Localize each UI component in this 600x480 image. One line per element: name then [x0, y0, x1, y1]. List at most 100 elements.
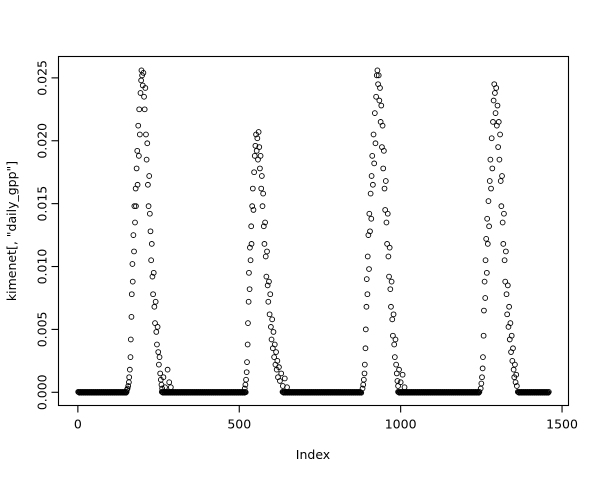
data-point: [153, 329, 160, 335]
data-point: [486, 178, 493, 184]
data-point: [374, 67, 381, 74]
y-axis-title: kimenet[, "daily_gpp"]: [4, 161, 19, 301]
x-tick-label: 1000: [385, 417, 417, 432]
data-point: [506, 303, 512, 310]
data-point: [258, 185, 265, 192]
data-point: [386, 244, 393, 251]
data-point: [485, 198, 492, 204]
data-point: [143, 131, 149, 138]
data-point: [247, 257, 254, 264]
data-point: [399, 371, 406, 378]
x-axis-ticks: 0 500 1000 1500: [74, 405, 578, 432]
data-point: [382, 178, 389, 184]
data-point: [388, 303, 394, 310]
data-point: [478, 380, 485, 387]
data-point: [137, 90, 144, 96]
data-point: [142, 85, 149, 91]
data-point: [380, 165, 387, 172]
data-point: [364, 291, 371, 298]
data-point: [508, 332, 515, 339]
data-point: [501, 210, 507, 217]
data-point: [152, 320, 158, 326]
data-point: [147, 228, 154, 235]
data-point: [375, 72, 382, 79]
data-point: [276, 364, 282, 370]
data-point: [373, 93, 379, 100]
data-point: [148, 257, 154, 264]
data-point: [242, 389, 249, 396]
data-point: [155, 349, 162, 355]
data-point: [381, 185, 388, 192]
data-point: [250, 207, 257, 213]
data-point: [262, 253, 269, 260]
data-point: [391, 341, 398, 348]
data-point: [138, 77, 144, 84]
y-tick-label: 0.000: [35, 374, 50, 410]
data-point: [509, 358, 516, 364]
data-point: [136, 106, 143, 113]
x-tick-label: 500: [227, 417, 251, 432]
data-point: [270, 329, 277, 335]
data-point: [148, 241, 155, 247]
data-point: [252, 142, 259, 149]
data-point: [156, 354, 163, 360]
data-point: [131, 248, 137, 255]
data-point: [274, 358, 281, 364]
data-point: [246, 269, 252, 276]
data-point: [167, 384, 174, 391]
data-point: [364, 253, 371, 260]
data-point: [367, 190, 374, 197]
data-point: [266, 311, 273, 318]
data-point: [241, 385, 248, 392]
data-point: [261, 241, 268, 247]
data-point: [160, 374, 167, 381]
data-point: [263, 273, 270, 280]
data-point: [492, 90, 498, 96]
y-tick-label: 0.015: [35, 186, 50, 222]
data-point: [479, 365, 486, 372]
data-point: [362, 345, 369, 352]
data-point: [254, 135, 261, 142]
plot-box: [57, 55, 570, 407]
data-point: [495, 144, 501, 150]
data-point: [129, 278, 136, 285]
data-point: [145, 203, 152, 210]
data-point: [367, 228, 373, 235]
data-point: [370, 131, 377, 138]
data-point: [248, 241, 255, 247]
x-tick-label: 0: [74, 417, 82, 432]
data-point: [284, 384, 290, 391]
data-point: [503, 248, 509, 255]
data-point: [124, 385, 131, 392]
data-point: [371, 160, 378, 167]
y-axis-ticks: 0.000 0.005 0.010 0.015 0.020 0.025: [35, 60, 59, 410]
data-point: [166, 379, 173, 386]
data-point: [150, 291, 156, 298]
data-point: [135, 122, 142, 129]
data-point: [496, 156, 503, 163]
data-point: [140, 69, 147, 76]
data-point: [384, 241, 390, 247]
data-point: [370, 181, 376, 188]
data-point: [244, 341, 251, 348]
data-point: [513, 371, 520, 378]
data-point: [497, 131, 503, 138]
data-point: [125, 383, 132, 389]
data-point: [266, 278, 272, 285]
data-point: [368, 173, 375, 179]
data-point: [249, 185, 256, 192]
data-point: [264, 248, 270, 255]
data-point: [392, 336, 399, 343]
data-point: [162, 384, 168, 391]
data-point: [127, 354, 134, 360]
data-point: [152, 298, 159, 305]
data-point: [159, 385, 165, 392]
data-point: [128, 291, 135, 298]
data-point: [379, 122, 386, 129]
data-point: [136, 131, 143, 138]
data-point: [476, 388, 483, 395]
data-point: [498, 203, 505, 210]
data-point: [147, 210, 153, 217]
